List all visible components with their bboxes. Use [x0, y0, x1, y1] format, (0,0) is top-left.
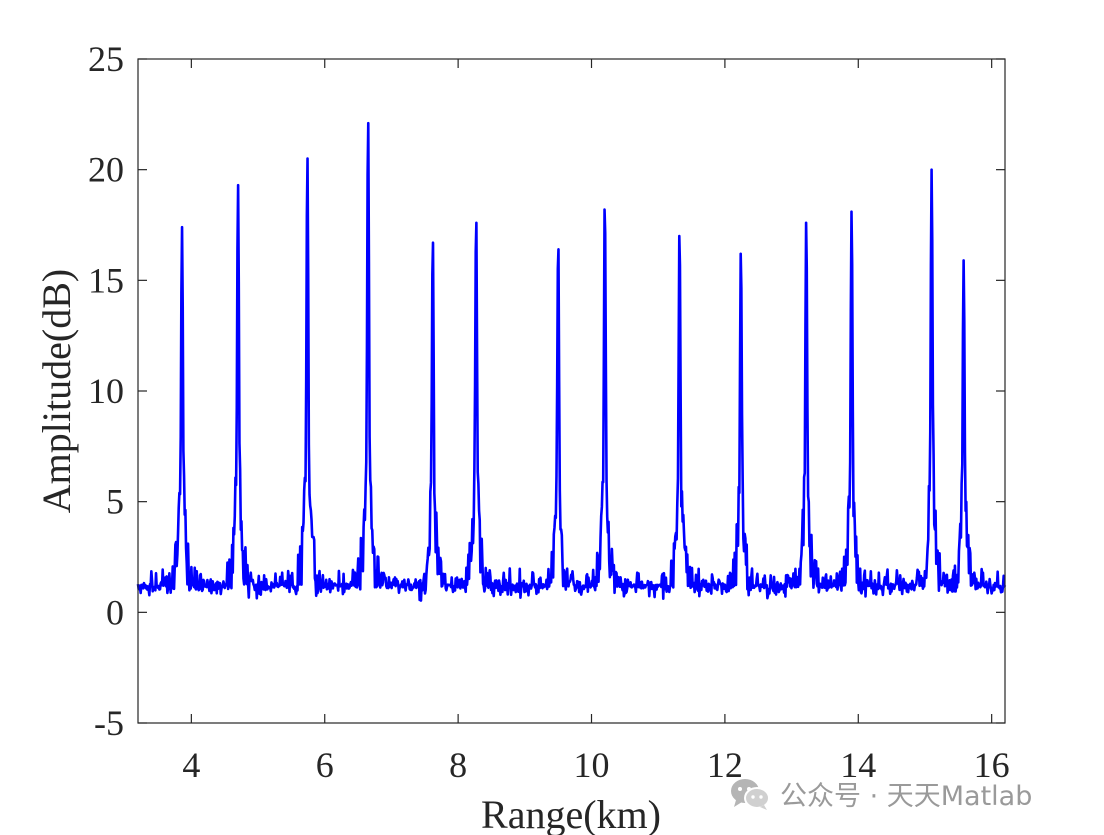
plot-background: [138, 59, 1005, 723]
y-axis-label: Amplitude(dB): [34, 269, 79, 513]
wechat-icon: [731, 778, 770, 810]
y-tick-label: 10: [88, 371, 124, 411]
x-axis-label: Range(km): [481, 792, 661, 835]
x-tick-label: 12: [707, 745, 743, 785]
y-tick-label: 25: [88, 39, 124, 79]
series-line: [136, 121, 1007, 602]
x-tick-label: 10: [574, 745, 610, 785]
x-tick-label: 6: [316, 745, 334, 785]
series-layer: [136, 121, 1007, 602]
watermark: 公众号 · 天天Matlab: [728, 774, 1032, 813]
tick-labels: 4 6 8 10 12 14 16 -5 0 5 10 15 20 25: [88, 39, 1010, 785]
y-tick-label: 5: [106, 482, 124, 522]
watermark-text: 公众号 · 天天Matlab: [780, 781, 1033, 812]
y-tick-label: -5: [94, 703, 124, 743]
x-tick-label: 8: [449, 745, 467, 785]
y-tick-label: 0: [106, 592, 124, 632]
plot-box: [137, 58, 1006, 724]
y-tick-label: 20: [88, 150, 124, 190]
x-tick-label: 16: [974, 745, 1010, 785]
x-tick-label: 14: [840, 745, 876, 785]
x-tick-label: 4: [182, 745, 200, 785]
y-tick-label: 15: [88, 260, 124, 300]
